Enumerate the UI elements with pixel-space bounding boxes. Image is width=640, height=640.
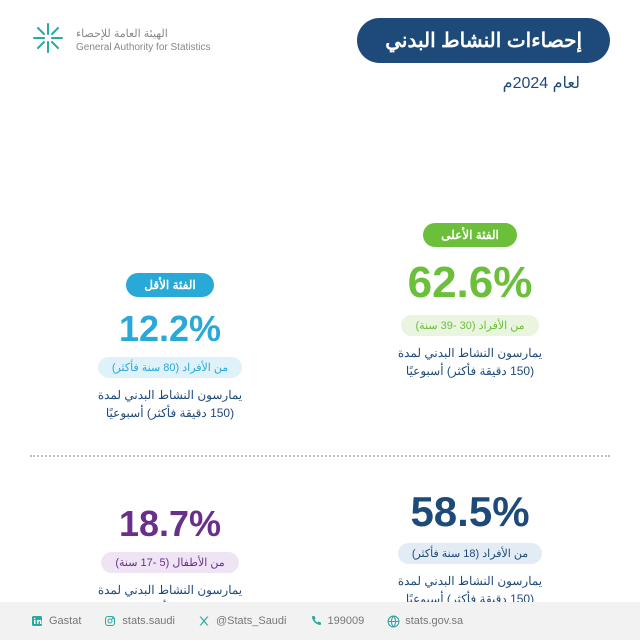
badge-highest: الفئة الأعلى xyxy=(423,223,517,247)
badge-lowest: الفئة الأقل xyxy=(126,273,213,297)
stat-card-children: 18.7% من الأطفال (5 -17 سنة) يمارسون الن… xyxy=(55,500,285,617)
x-icon xyxy=(197,614,211,628)
desc-highest-2: (150 دقيقة فأكثر) أسبوعيًا xyxy=(355,362,585,380)
desc-children-1: يمارسون النشاط البدني لمدة xyxy=(55,581,285,599)
desc-highest-1: يمارسون النشاط البدني لمدة xyxy=(355,344,585,362)
logo-icon xyxy=(30,20,66,61)
org-name-ar: الهيئة العامة للإحصاء xyxy=(76,27,211,41)
globe-icon xyxy=(386,614,400,628)
stat-card-lowest: الفئة الأقل 12.2% من الأفراد (80 سنة فأك… xyxy=(55,273,285,422)
stat-card-adults: 58.5% من الأفراد (18 سنة فأكثر) يمارسون … xyxy=(355,485,585,608)
pct-children: 18.7% xyxy=(55,506,285,542)
stat-card-highest: الفئة الأعلى 62.6% من الأفراد (30 -39 سن… xyxy=(355,223,585,380)
phone-icon xyxy=(309,614,323,628)
subgroup-highest: من الأفراد (30 -39 سنة) xyxy=(401,315,538,336)
footer-instagram[interactable]: stats.saudi xyxy=(103,614,175,628)
logo-text: الهيئة العامة للإحصاء General Authority … xyxy=(76,27,211,54)
footer-phone[interactable]: 199009 xyxy=(309,614,365,628)
org-name-en: General Authority for Statistics xyxy=(76,41,211,54)
footer-x[interactable]: @Stats_Saudi xyxy=(197,614,287,628)
pct-adults: 58.5% xyxy=(355,491,585,533)
footer-website[interactable]: stats.gov.sa xyxy=(386,614,463,628)
footer-x-text: @Stats_Saudi xyxy=(216,615,287,627)
pct-lowest: 12.2% xyxy=(55,311,285,347)
footer-linkedin[interactable]: Gastat xyxy=(30,614,81,628)
footer: stats.gov.sa 199009 @Stats_Saudi stats.s… xyxy=(0,602,640,640)
page-title: إحصاءات النشاط البدني xyxy=(357,18,610,63)
desc-adults-1: يمارسون النشاط البدني لمدة xyxy=(355,572,585,590)
logo: الهيئة العامة للإحصاء General Authority … xyxy=(30,20,211,61)
subgroup-children: من الأطفال (5 -17 سنة) xyxy=(101,552,238,573)
footer-instagram-text: stats.saudi xyxy=(122,615,175,627)
footer-linkedin-text: Gastat xyxy=(49,615,81,627)
footer-website-text: stats.gov.sa xyxy=(405,615,463,627)
desc-lowest-1: يمارسون النشاط البدني لمدة xyxy=(55,386,285,404)
header: إحصاءات النشاط البدني الهيئة العامة للإح… xyxy=(0,0,640,73)
instagram-icon xyxy=(103,614,117,628)
year-label: لعام 2024م xyxy=(0,73,640,105)
footer-phone-text: 199009 xyxy=(328,615,365,627)
pct-highest: 62.6% xyxy=(355,261,585,305)
linkedin-icon xyxy=(30,614,44,628)
desc-lowest-2: (150 دقيقة فأكثر) أسبوعيًا xyxy=(55,404,285,422)
subgroup-lowest: من الأفراد (80 سنة فأكثر) xyxy=(98,357,242,378)
separator xyxy=(30,455,610,457)
subgroup-adults: من الأفراد (18 سنة فأكثر) xyxy=(398,543,542,564)
